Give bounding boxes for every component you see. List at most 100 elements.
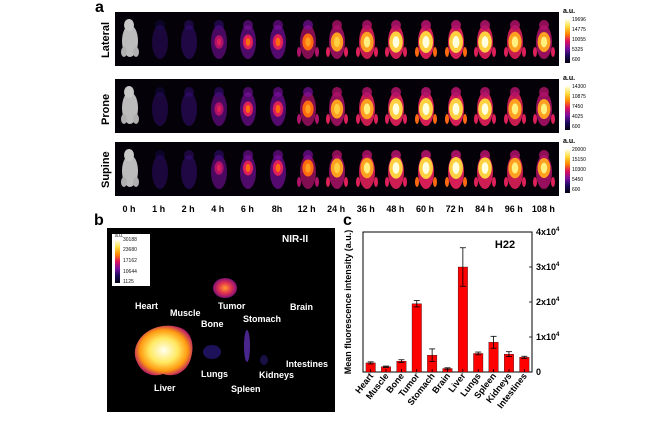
mouse-image-lateral-9 bbox=[381, 12, 411, 66]
y-tick-label-2: 2x104 bbox=[536, 297, 560, 307]
organ-label-intestines: Intestines bbox=[286, 359, 329, 369]
colorbar-tick-prone-1: 10875 bbox=[572, 94, 586, 100]
mouse-image-lateral-4 bbox=[233, 12, 263, 66]
liver-signal bbox=[134, 325, 193, 376]
mouse-image-lateral-3 bbox=[204, 12, 234, 66]
colorbar-tick-lateral-0: 19696 bbox=[572, 17, 586, 23]
colorbar-tick-lateral-1: 14775 bbox=[572, 27, 586, 33]
timepoint-label-8: 36 h bbox=[356, 204, 375, 214]
organ-label-heart: Heart bbox=[135, 301, 159, 311]
colorbar-lateral bbox=[565, 19, 570, 63]
organ-fluorescence-svg bbox=[134, 278, 268, 376]
colorbar-b-tick-2: 17162 bbox=[123, 258, 137, 264]
mouse-image-prone-2 bbox=[174, 79, 204, 133]
mouse-image-supine-2 bbox=[174, 142, 204, 196]
mouse-image-prone-0 bbox=[115, 79, 145, 133]
spleen-signal bbox=[244, 330, 250, 362]
mouse-image-lateral-7 bbox=[322, 12, 352, 66]
mouse-image-prone-10 bbox=[411, 79, 441, 133]
colorbar-tick-prone-2: 7450 bbox=[572, 104, 584, 110]
mouse-image-supine-6 bbox=[293, 142, 323, 196]
mouse-image-lateral-10 bbox=[411, 12, 441, 66]
timepoint-label-0: 0 h bbox=[122, 204, 136, 214]
colorbar-tick-lateral-4: 600 bbox=[572, 57, 581, 63]
organ-label-lungs: Lungs bbox=[201, 369, 228, 379]
colorbar-tick-supine-3: 5450 bbox=[572, 177, 584, 183]
colorbar-tick-prone-3: 4025 bbox=[572, 114, 584, 120]
timepoint-label-1: 1 h bbox=[152, 204, 166, 214]
row-label-supine: Supine bbox=[100, 151, 112, 188]
organ-label-spleen: Spleen bbox=[231, 384, 261, 394]
plot-frame bbox=[362, 231, 533, 373]
chart-title: H22 bbox=[495, 239, 515, 251]
mouse-image-supine-0 bbox=[115, 142, 145, 196]
row-label-lateral: Lateral bbox=[100, 21, 112, 58]
colorbar-tick-prone-4: 600 bbox=[572, 124, 581, 130]
bar-tumor bbox=[411, 303, 422, 373]
timepoint-label-12: 84 h bbox=[475, 204, 494, 214]
mouse-image-prone-9 bbox=[381, 79, 411, 133]
y-tick-label-0: 0 bbox=[536, 367, 541, 377]
image-strip-supine bbox=[115, 142, 559, 196]
mouse-image-prone-14 bbox=[529, 79, 559, 133]
mouse-image-lateral-6 bbox=[293, 12, 323, 66]
colorbar-tick-supine-4: 600 bbox=[572, 187, 581, 193]
mouse-image-prone-3 bbox=[204, 79, 234, 133]
mouse-image-supine-12 bbox=[470, 142, 500, 196]
mouse-image-supine-4 bbox=[233, 142, 263, 196]
organ-label-kidneys: Kidneys bbox=[259, 370, 295, 380]
colorbar-b-tick-1: 23680 bbox=[123, 247, 137, 253]
mouse-image-supine-5 bbox=[263, 142, 293, 196]
y-axis-label: Mean fluorescence intensity (a.u.) bbox=[343, 230, 353, 375]
colorbar-b-tick-4: 1125 bbox=[123, 279, 134, 285]
mouse-image-lateral-8 bbox=[352, 12, 382, 66]
mouse-image-supine-9 bbox=[381, 142, 411, 196]
mouse-image-supine-11 bbox=[441, 142, 471, 196]
mouse-image-lateral-5 bbox=[263, 12, 293, 66]
y-tick-label-1: 1x104 bbox=[536, 332, 560, 342]
mouse-image-lateral-14 bbox=[529, 12, 559, 66]
colorbar-b-unit: a.u. bbox=[115, 233, 124, 239]
timepoint-label-11: 72 h bbox=[445, 204, 464, 214]
organ-label-brain: Brain bbox=[290, 302, 314, 312]
colorbar-tick-lateral-2: 10055 bbox=[572, 37, 586, 43]
colorbar-tick-supine-0: 20000 bbox=[572, 147, 586, 153]
panel-c-label: c bbox=[343, 212, 352, 229]
panel-b-exvivo-image: a.u. 30188 23680 17162 10644 1125 NIR-II… bbox=[107, 228, 335, 412]
mouse-image-supine-14 bbox=[529, 142, 559, 196]
organ-label-liver: Liver bbox=[154, 383, 176, 393]
organ-label-tumor: Tumor bbox=[218, 301, 246, 311]
mouse-image-prone-6 bbox=[293, 79, 323, 133]
timepoint-label-14: 108 h bbox=[531, 204, 555, 214]
mouse-image-prone-5 bbox=[263, 79, 293, 133]
mouse-image-lateral-0 bbox=[115, 12, 145, 66]
mouse-image-lateral-2 bbox=[174, 12, 204, 66]
lungs-signal bbox=[203, 345, 221, 359]
colorbar-supine bbox=[565, 149, 570, 193]
row-label-prone: Prone bbox=[100, 93, 112, 125]
kidney-signal bbox=[260, 355, 268, 365]
colorbar-tick-lateral-3: 5325 bbox=[572, 47, 584, 53]
mouse-image-supine-10 bbox=[411, 142, 441, 196]
timepoint-label-10: 60 h bbox=[415, 204, 434, 214]
bar-chart-c: HeartMuscleBoneTumorStomachBrainLiverLun… bbox=[343, 227, 560, 410]
timepoint-label-13: 96 h bbox=[504, 204, 523, 214]
mouse-image-prone-8 bbox=[352, 79, 382, 133]
panel-a-label: a bbox=[95, 0, 104, 16]
image-strip-lateral bbox=[115, 12, 559, 66]
colorbar-tick-supine-1: 15150 bbox=[572, 157, 586, 163]
mouse-image-supine-13 bbox=[500, 142, 530, 196]
colorbar-b: a.u. 30188 23680 17162 10644 1125 bbox=[112, 233, 150, 286]
mouse-image-supine-8 bbox=[352, 142, 382, 196]
image-strip-prone bbox=[115, 79, 559, 133]
y-tick-label-4: 4x104 bbox=[536, 227, 560, 237]
mouse-image-supine-3 bbox=[204, 142, 234, 196]
mouse-image-prone-12 bbox=[470, 79, 500, 133]
mouse-image-prone-11 bbox=[441, 79, 471, 133]
colorbar-unit-prone: a.u. bbox=[563, 75, 576, 82]
tumor-signal bbox=[213, 278, 237, 298]
nir-ii-tag: NIR-II bbox=[282, 234, 309, 245]
colorbar-tick-supine-2: 10300 bbox=[572, 167, 586, 173]
colorbar-b-tick-0: 30188 bbox=[123, 237, 137, 243]
panel-b-label: b bbox=[94, 212, 104, 229]
